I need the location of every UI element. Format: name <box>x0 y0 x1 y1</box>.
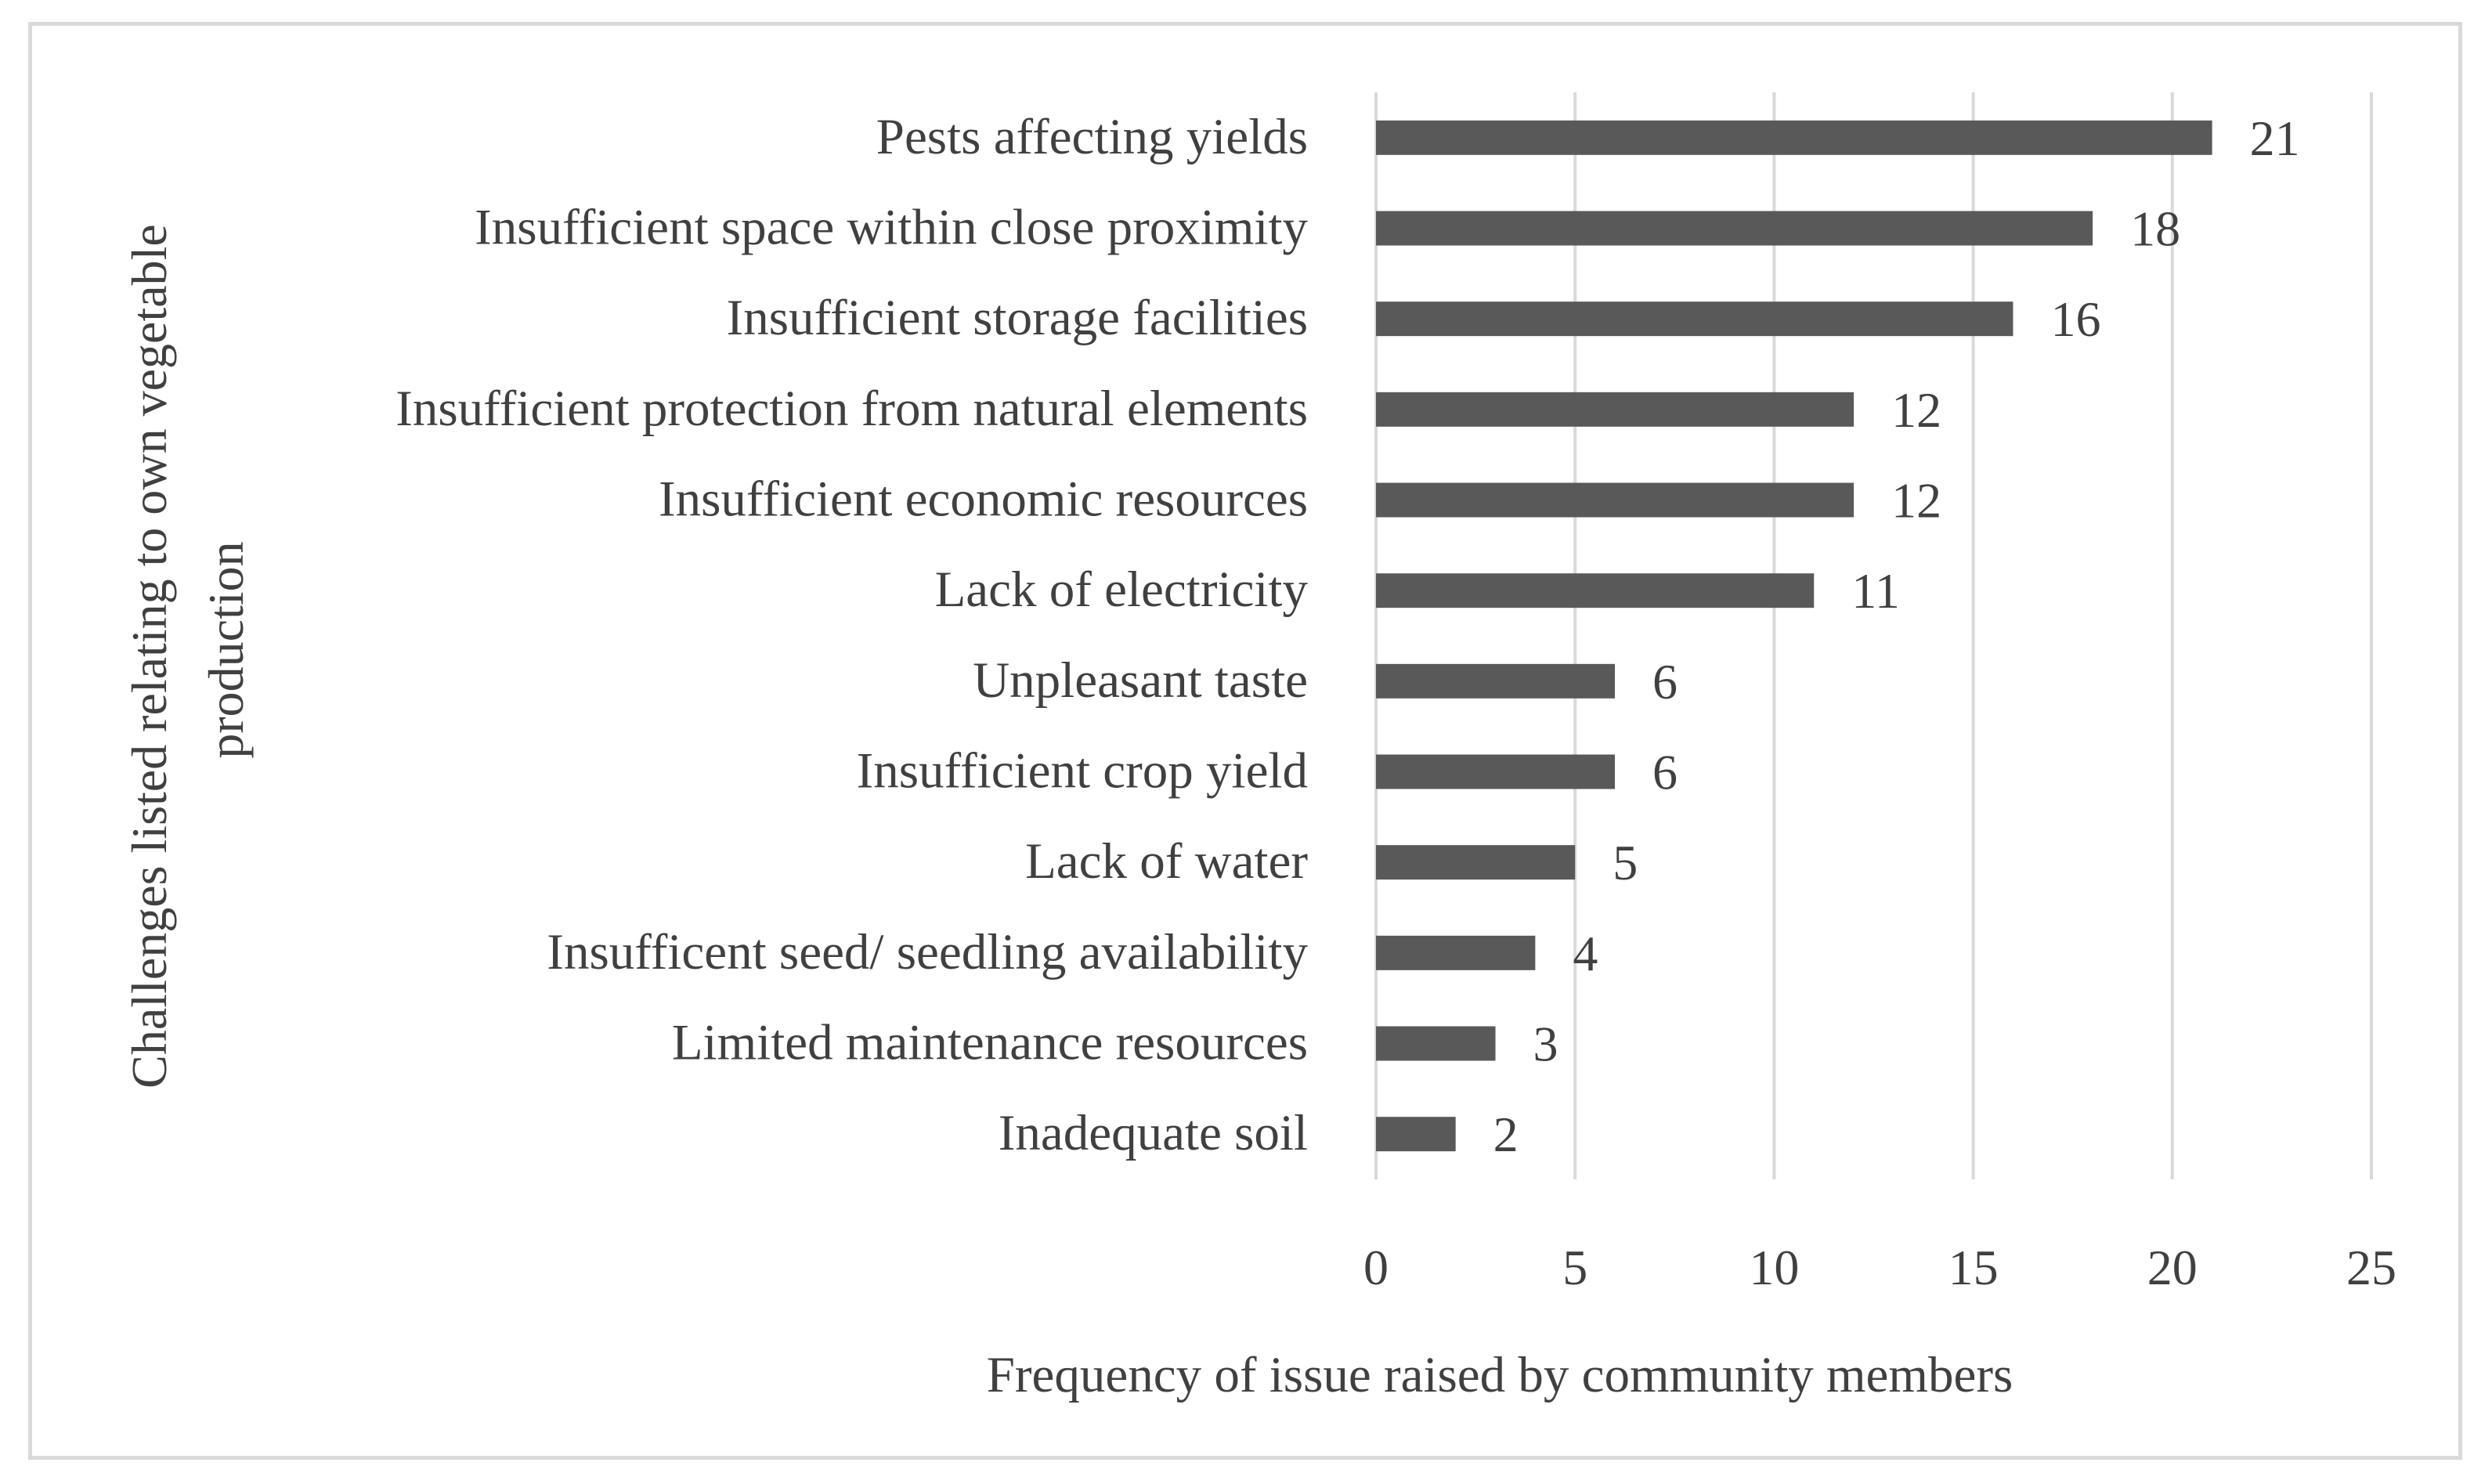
data-label-7: 6 <box>1652 654 1678 710</box>
y-axis-title: Challenges listed relating to own vegeta… <box>121 211 254 1089</box>
category-label-5: Insufficient economic resources <box>659 471 1308 528</box>
x-tick-label-20: 20 <box>2147 1240 2198 1295</box>
bar-10 <box>1376 935 1536 970</box>
x-tick-label-5: 5 <box>1562 1240 1587 1295</box>
data-label-4: 12 <box>1891 382 1941 438</box>
category-label-4: Insufficient protection from natural ele… <box>395 381 1308 437</box>
bar-12 <box>1376 1117 1456 1152</box>
data-label-8: 6 <box>1652 745 1678 800</box>
data-label-11: 3 <box>1533 1016 1558 1072</box>
x-tick-label-25: 25 <box>2346 1240 2396 1295</box>
data-label-5: 12 <box>1891 473 1941 529</box>
category-label-9: Lack of water <box>1025 833 1308 890</box>
data-label-3: 16 <box>2050 291 2100 347</box>
data-label-12: 2 <box>1493 1107 1519 1162</box>
bar-5 <box>1376 482 1855 518</box>
category-label-1: Pests affecting yields <box>876 109 1308 165</box>
bars <box>1376 120 2212 1152</box>
data-label-2: 18 <box>2130 201 2180 257</box>
x-tick-label-10: 10 <box>1749 1240 1799 1295</box>
bar-7 <box>1376 663 1616 699</box>
category-labels: Pests affecting yields Insufficient space… <box>395 109 1308 1161</box>
chart-frame <box>28 22 2462 1460</box>
y-axis-title-line-1: Challenges listed relating to own vegeta… <box>121 224 177 1089</box>
bar-3 <box>1376 301 2013 337</box>
bar-9 <box>1376 845 1576 880</box>
y-axis-title-line-2: production <box>198 541 254 758</box>
x-axis-title: Frequency of issue raised by community m… <box>987 1347 2013 1403</box>
data-label-10: 4 <box>1573 926 1598 981</box>
data-label-9: 5 <box>1613 835 1638 890</box>
x-tick-label-15: 15 <box>1948 1240 1999 1295</box>
bar-2 <box>1376 211 2093 246</box>
category-label-2: Insufficient space within close proximit… <box>475 200 1308 256</box>
bar-1 <box>1376 120 2212 155</box>
category-label-7: Unpleasant taste <box>973 652 1308 709</box>
category-label-11: Limited maintenance resources <box>672 1015 1308 1071</box>
bar-8 <box>1376 754 1616 789</box>
category-label-8: Insufficient crop yield <box>857 743 1308 800</box>
category-label-6: Lack of electricity <box>935 561 1309 618</box>
x-tick-label-0: 0 <box>1363 1240 1389 1295</box>
data-label-1: 21 <box>2250 110 2300 166</box>
category-label-12: Inadequate soil <box>999 1105 1308 1161</box>
bar-4 <box>1376 392 1855 427</box>
bar-6 <box>1376 573 1815 608</box>
gridlines <box>1374 92 2373 1179</box>
category-label-10: Insufficent seed/ seedling availability <box>547 924 1308 980</box>
bar-11 <box>1376 1026 1496 1061</box>
category-label-3: Insufficient storage facilities <box>727 290 1308 346</box>
data-label-6: 11 <box>1851 563 1900 619</box>
x-tick-labels: 0 5 10 15 20 25 <box>1363 1240 2396 1295</box>
